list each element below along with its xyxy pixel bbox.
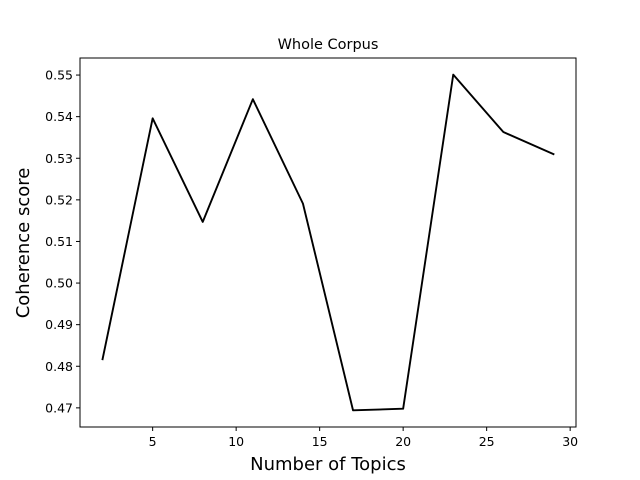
x-tick-label: 15 bbox=[312, 434, 328, 449]
y-tick-label: 0.49 bbox=[45, 317, 73, 332]
plot-area: 5 10 15 20 25 30 0.47 0.48 0.49 0.50 0.51 0.52 0.53 0… bbox=[45, 57, 578, 449]
chart-title: Whole Corpus bbox=[278, 37, 379, 53]
y-tick-label: 0.55 bbox=[45, 68, 73, 83]
y-axis-label: Coherence score bbox=[13, 168, 34, 319]
y-tick-label: 0.51 bbox=[45, 234, 73, 249]
y-tick-label: 0.48 bbox=[45, 359, 73, 374]
x-tick-label: 10 bbox=[228, 434, 244, 449]
x-tick-label: 30 bbox=[562, 434, 578, 449]
axes-frame bbox=[79, 57, 577, 428]
y-tick-label: 0.47 bbox=[45, 400, 73, 415]
y-tick-label: 0.52 bbox=[45, 192, 73, 207]
series-line bbox=[101, 73, 555, 412]
y-tick-label: 0.50 bbox=[45, 276, 73, 291]
x-tick-label: 20 bbox=[395, 434, 411, 449]
x-tick-label: 25 bbox=[479, 434, 495, 449]
x-axis-label: Number of Topics bbox=[250, 454, 406, 475]
x-tick-label: 5 bbox=[149, 434, 157, 449]
y-tick-label: 0.53 bbox=[45, 151, 73, 166]
y-tick-label: 0.54 bbox=[45, 109, 73, 124]
